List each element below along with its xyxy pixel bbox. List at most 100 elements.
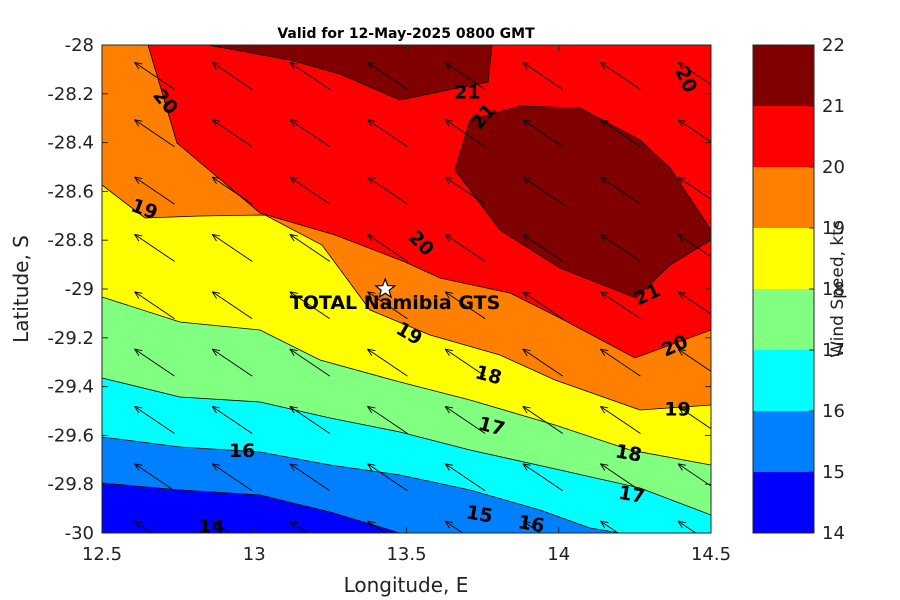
wind-arrow (289, 176, 331, 205)
wind-arrow (522, 119, 564, 148)
colorbar-band (753, 472, 814, 533)
colorbar-ticks: 22 21 20 19 18 17 16 15 14 (809, 35, 845, 544)
y-tick-label: -29.2 (47, 328, 94, 349)
wind-arrow (289, 119, 331, 148)
wind-arrow (289, 520, 309, 533)
contour-line-21-top (207, 45, 493, 101)
wind-arrow (134, 348, 175, 377)
wind-arrow (522, 291, 564, 320)
wind-arrow (677, 405, 711, 430)
wind-arrow (134, 233, 175, 262)
colorbar-band (753, 106, 814, 167)
wind-arrow (134, 405, 175, 434)
colorbar-tick-label: 15 (822, 462, 845, 483)
contour-line-21-east (454, 105, 711, 299)
wind-arrow (367, 119, 408, 148)
colorbar-tick-label: 18 (822, 279, 845, 300)
wind-arrow (444, 291, 486, 320)
band-14-15 (102, 483, 400, 533)
wind-arrow (211, 405, 253, 434)
wind-arrow (289, 233, 331, 262)
colorbar-tick-label: 16 (822, 401, 845, 422)
wind-arrow (600, 233, 641, 262)
colorbar-band (753, 350, 814, 411)
contour-line-18 (102, 296, 711, 466)
y-tick-label: -28.6 (47, 181, 94, 202)
colorbar-tick-label: 22 (822, 35, 845, 56)
wind-arrow (134, 119, 175, 148)
wind-arrow (522, 348, 564, 377)
wind-arrow (677, 463, 711, 487)
y-tick-label: -28 (65, 35, 94, 56)
wind-arrow (211, 61, 253, 90)
wind-arrow (677, 61, 711, 86)
wind-arrow (677, 520, 697, 533)
wind-arrow (211, 176, 253, 205)
colorbar-tick-label: 21 (822, 96, 845, 117)
band-21-22-east (455, 106, 711, 298)
wind-arrow (289, 291, 331, 320)
wind-arrow (367, 233, 408, 262)
wind-arrow (367, 520, 386, 533)
wind-arrow (600, 348, 641, 377)
wind-arrow (600, 61, 641, 90)
wind-arrow (289, 463, 331, 492)
wind-arrow (600, 520, 619, 533)
wind-arrow (444, 463, 486, 492)
wind-arrow (367, 291, 408, 320)
contour-label: 18 (614, 440, 644, 466)
wind-arrow (522, 176, 564, 205)
wind-arrow (211, 233, 253, 262)
wind-arrow (211, 348, 253, 377)
wind-arrow (677, 119, 711, 143)
wind-arrow (211, 119, 253, 148)
wind-arrow (367, 176, 408, 205)
y-tick-label: -29.8 (47, 474, 94, 495)
y-tick-label: -29.6 (47, 425, 94, 446)
wind-arrow (367, 348, 408, 377)
wind-arrow (522, 233, 564, 262)
wind-arrow (134, 61, 175, 90)
contour-label: 19 (664, 399, 690, 421)
site-label: TOTAL Namibia GTS (290, 292, 501, 314)
contour-label: 15 (464, 501, 494, 527)
wind-arrow (444, 61, 486, 90)
contour-line-19 (102, 184, 711, 411)
x-tick-label: 14 (547, 544, 570, 565)
colorbar-band (753, 289, 814, 350)
wind-arrow (134, 463, 175, 492)
wind-arrow (522, 463, 564, 492)
wind-arrow (444, 176, 486, 205)
x-axis-ticks: 12.5 13 13.5 14 14.5 (82, 45, 731, 565)
wind-arrow (522, 405, 564, 434)
wind-arrow (600, 405, 641, 434)
wind-arrow (522, 61, 564, 90)
x-axis-label: Longitude, E (344, 573, 469, 597)
wind-arrow (444, 520, 464, 533)
band-21-22-top (208, 45, 492, 100)
wind-arrow (600, 291, 641, 320)
wind-arrow (677, 291, 711, 315)
y-tick-label: -28.8 (47, 230, 94, 251)
x-tick-label: 13.5 (386, 544, 426, 565)
wind-arrow (289, 61, 331, 90)
x-tick-label: 13 (243, 544, 266, 565)
wind-arrow (522, 520, 542, 533)
wind-arrow (134, 520, 153, 533)
wind-arrow (289, 405, 331, 434)
colorbar-band (753, 167, 814, 228)
contour-label: 17 (617, 482, 647, 508)
contour-line-15 (102, 482, 401, 533)
contour-line-17 (102, 377, 711, 516)
wind-arrow (289, 348, 331, 377)
wind-vectors (134, 61, 711, 533)
chart-title: Valid for 12-May-2025 0800 GMT (277, 26, 535, 42)
wind-arrow (367, 463, 408, 492)
wind-arrow (211, 291, 253, 320)
wind-arrow (134, 176, 175, 205)
colorbar-label: Wind Speed, kts (828, 220, 848, 358)
wind-arrow (367, 405, 408, 434)
contour-label: 21 (454, 81, 480, 103)
colorbar-band (753, 411, 814, 472)
